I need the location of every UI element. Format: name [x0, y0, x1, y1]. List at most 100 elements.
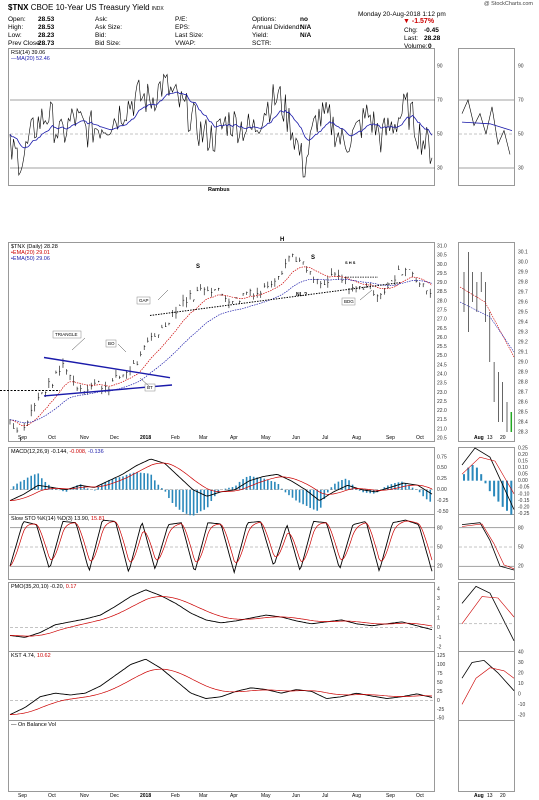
macd-hist-bar	[55, 488, 57, 490]
price-y-tick: 27.5	[437, 308, 447, 314]
bdg-arrow	[359, 289, 373, 301]
xaxis2-label: Oct	[416, 793, 424, 799]
bt-arrow	[139, 377, 151, 388]
rsi-ma-line	[9, 91, 433, 149]
price-mini-y-tick: 30.0	[518, 260, 528, 266]
macd-hist-bar	[344, 478, 347, 490]
macd-hist-bar	[37, 473, 40, 490]
kst-y-tick: 75	[437, 671, 443, 677]
kst-mini-line	[461, 659, 515, 691]
macd-line	[9, 458, 433, 502]
price-y-tick: 21.5	[437, 417, 447, 423]
x-mini-label: 20	[500, 793, 506, 799]
macd-mini-y-tick: 0.25	[518, 446, 528, 452]
macd-hist-bar	[270, 481, 273, 490]
macd-hist-bar	[362, 489, 364, 493]
xaxis2-label: Jul	[322, 793, 328, 799]
sto-mini-y-tick: 80	[518, 525, 524, 531]
symbol-name: CBOE 10-Year US Treasury Yield	[30, 3, 150, 12]
macd-hist-bar	[101, 484, 103, 490]
field-label: Ask:	[95, 16, 108, 23]
sto-legend: Slow STO %K(14) %D(3) 13.90, 15.81	[11, 516, 105, 522]
field-label: Open:	[8, 16, 26, 23]
pmo-y-tick: 1	[437, 615, 440, 621]
field-label: Bid:	[95, 32, 107, 39]
x-mini-label: Aug	[474, 435, 484, 441]
macd-y-tick: 0.25	[437, 476, 447, 482]
chg-label: Chg:	[404, 27, 418, 34]
triangle-arrow	[71, 337, 86, 351]
sto-y-tick: 80	[437, 525, 443, 531]
price-y-tick: 23.5	[437, 381, 447, 387]
macd-mini-signal	[461, 456, 515, 494]
macd-hist-bar	[199, 489, 202, 512]
field-label: EPS:	[175, 24, 190, 31]
macd-mini-y-tick: -0.25	[518, 511, 530, 517]
sto-y-tick: 50	[437, 545, 443, 551]
ema50-mini-line	[459, 301, 515, 353]
last-value: 28.28	[424, 35, 441, 42]
macd-hist-bar	[316, 489, 319, 511]
kst-y-tick: -50	[437, 716, 444, 722]
price-y-tick: 26.0	[437, 335, 447, 341]
field-label: High:	[8, 24, 24, 31]
macd-hist-bar	[228, 487, 230, 490]
macd-hist-bar	[327, 489, 329, 493]
xaxis1-label: Oct	[416, 435, 424, 441]
price-mini-y-tick: 29.7	[518, 290, 528, 296]
macd-hist-bar	[235, 485, 237, 490]
price-mini-y-tick: 29.4	[518, 320, 528, 326]
macd-mini-y-tick: 0.20	[518, 452, 528, 458]
price-mini-y-tick: 29.9	[518, 270, 528, 276]
rsi-panel: RSI(14) 39.06 —MA(20) 52.46	[8, 48, 435, 186]
macd-y-tick: -0.50	[437, 509, 449, 515]
kst-signal: 10.62	[36, 653, 51, 659]
last-label: Last:	[404, 35, 419, 42]
xaxis1-label: Sep	[386, 435, 395, 441]
macd-mini-y-tick: -0.15	[518, 498, 530, 504]
macd-hist-bar	[111, 478, 114, 490]
macd-mini-y-tick: -0.10	[518, 491, 530, 497]
macd-mini-hist	[484, 480, 487, 484]
macd-hist-bar	[263, 478, 266, 490]
pmo-legend: PMO(35,20,10) -0.20, 0.17	[11, 584, 76, 590]
field-label: Ask Size:	[95, 24, 123, 31]
bt-label-box	[144, 383, 156, 392]
kst-mini-y-tick: 30	[518, 660, 524, 666]
macd-hist-bar	[146, 473, 149, 490]
ema20-legend: •EMA(20) 29.01	[11, 250, 50, 256]
macd-hist-bar	[309, 489, 311, 508]
pmo-mini-line	[461, 585, 515, 641]
xaxis2-label: Sep	[386, 793, 395, 799]
price-mini-y-tick: 29.1	[518, 350, 528, 356]
sto-mini-k	[461, 522, 515, 571]
macd-y-tick: 0.50	[437, 465, 447, 471]
macd-hist-bar	[125, 474, 128, 490]
macd-hist-bar	[62, 489, 64, 492]
rsi-mini-y-tick: 70	[518, 98, 524, 104]
rsi-y-tick: 90	[437, 64, 443, 70]
xaxis1-label: 2018	[140, 435, 151, 441]
kst-mini-y-tick: -20	[518, 712, 525, 718]
kst-y-tick: 25	[437, 689, 443, 695]
xaxis2-label: Sep	[18, 793, 27, 799]
gap-label-box	[136, 296, 151, 305]
macd-value: MACD(12,26,9) -0.144,	[11, 449, 68, 455]
rsi-mini-panel	[458, 48, 515, 186]
price-mini-panel	[458, 242, 515, 442]
rsi-mini-line	[461, 99, 511, 155]
macd-hist-bar	[397, 482, 400, 490]
macd-hist-bar	[136, 472, 138, 490]
macd-hist-bar	[245, 476, 248, 490]
macd-hist-bar	[132, 472, 135, 490]
macd-hist-bar	[139, 472, 142, 490]
price-y-tick: 29.0	[437, 280, 447, 286]
macd-hist-bar	[129, 473, 131, 490]
macd-hist-bar	[97, 486, 100, 490]
bo-label-box	[105, 339, 117, 348]
macd-hist-bar	[79, 484, 82, 490]
price-y-tick: 25.0	[437, 353, 447, 359]
rsi-y-tick: 50	[437, 132, 443, 138]
macd-hist-bar	[298, 489, 301, 503]
macd-hist-bar	[217, 489, 220, 493]
